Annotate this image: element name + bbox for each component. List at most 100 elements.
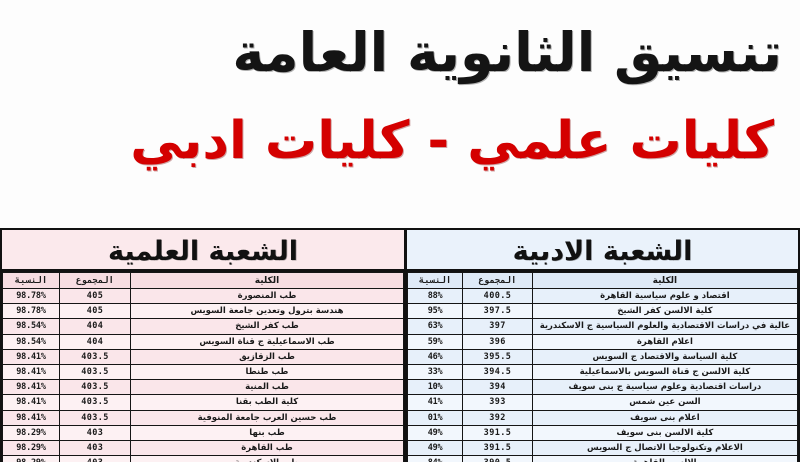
cell-total: 403.5 xyxy=(59,409,131,426)
cell-college: كلية الطب بقنا xyxy=(130,394,404,411)
cell-total: 394.5 xyxy=(462,363,533,381)
cell-percent: 98.78% xyxy=(2,287,60,305)
page-title: تنسيق الثانوية العامة xyxy=(232,21,783,84)
table-row: طب المنصورة 405 98.78% xyxy=(2,287,404,305)
table-row: دراسات اقتصادية وعلوم سياسية ج بنى سويف 3… xyxy=(407,379,798,396)
cell-total: 405 xyxy=(59,287,131,305)
cell-total: 405 xyxy=(59,303,131,320)
cell-college: كلية الالسن كفر الشيخ xyxy=(531,303,798,320)
literary-table: الكلية المجموع النسبة اقتصاد و علوم سياس… xyxy=(407,272,798,462)
cell-percent: 98.41% xyxy=(2,409,60,426)
cell-total: 396 xyxy=(462,333,533,350)
table-row: طب الاسماعيلية ج قناة السويس 404 98.54% xyxy=(2,333,404,350)
cell-percent: 84% xyxy=(407,455,464,462)
cell-total: 403.5 xyxy=(59,363,131,381)
cell-college: اقتصاد و علوم سياسية القاهرة xyxy=(531,287,798,305)
table-row: السن عين شمس 393 41% xyxy=(407,394,798,411)
cell-total: 392 xyxy=(462,409,533,426)
cell-percent: 33% xyxy=(407,363,464,381)
cell-total: 404 xyxy=(59,318,131,335)
table-row: طب طنطا 403.5 98.41% xyxy=(2,363,404,381)
cell-total: 390.5 xyxy=(462,455,533,462)
scientific-table-head: الكلية المجموع النسبة xyxy=(2,272,404,289)
cell-total: 397 xyxy=(462,318,533,335)
cell-percent: 49% xyxy=(407,439,464,457)
scientific-table-body: طب المنصورة 405 98.78% هندسة بترول وتعدين ج… xyxy=(2,287,404,462)
cell-total: 403.5 xyxy=(59,394,131,411)
table-row: الاعلام وتكنولوجيا الاتصال ج السويس 391.5… xyxy=(407,439,798,457)
cell-total: 395.5 xyxy=(462,348,533,365)
table-row: الالسن القاهرة390.584% xyxy=(407,455,798,462)
table-row: عالية في دراسات الاقتصادية والعلوم السيا… xyxy=(407,318,798,335)
table-row: كلية الالسن بنى سويف 391.5 49% xyxy=(407,424,798,441)
cell-college: طب القاهرة xyxy=(130,439,404,457)
results-sheet: الشعبة العلمية الكلية المجموع النسبة طب … xyxy=(0,228,800,462)
column-header-college: الكلية xyxy=(531,272,798,289)
cell-college: هندسة بترول وتعدين جامعة السويس xyxy=(130,303,404,320)
table-row: هندسة بترول وتعدين جامعة السويس 405 98.78% xyxy=(2,303,404,320)
cell-college: السن عين شمس xyxy=(531,394,798,411)
cell-total: 403 xyxy=(59,424,131,441)
cell-percent: 41% xyxy=(407,394,464,411)
cell-percent: 98.54% xyxy=(2,333,60,350)
cell-college: اعلام القاهرة xyxy=(531,333,798,350)
cell-percent: 46% xyxy=(407,348,464,365)
cell-total: 404 xyxy=(59,333,131,350)
scientific-table: الكلية المجموع النسبة طب المنصورة 405 98.7… xyxy=(2,272,404,462)
column-header-percent: النسبة xyxy=(407,272,464,289)
cell-percent: 98.41% xyxy=(2,394,60,411)
cell-college: طب الزقازيق xyxy=(130,348,404,365)
cell-percent: 98.41% xyxy=(2,379,60,396)
table-header-row: الكلية المجموع النسبة xyxy=(407,272,798,289)
cell-total: 400.5 xyxy=(462,287,533,305)
cell-percent: 98.41% xyxy=(2,363,60,381)
column-header-college: الكلية xyxy=(130,272,404,289)
literary-table-head: الكلية المجموع النسبة xyxy=(407,272,798,289)
cell-college: كلية الالسن ج قناة السويس بالاسماعيلية xyxy=(531,363,798,381)
cell-percent: 98.29% xyxy=(2,439,60,457)
cell-college: عالية في دراسات الاقتصادية والعلوم السيا… xyxy=(531,318,798,335)
cell-total: 397.5 xyxy=(462,303,533,320)
cell-college: طب كفر الشيخ xyxy=(130,318,404,335)
table-row: كلية الالسن كفر الشيخ 397.5 95% xyxy=(407,303,798,320)
cell-college: اعلام بنى سويف xyxy=(531,409,798,426)
cell-total: 391.5 xyxy=(462,439,533,457)
cell-college: طب طنطا xyxy=(130,363,404,381)
table-row: طب كفر الشيخ 404 98.54% xyxy=(2,318,404,335)
table-row: طب القاهرة 403 98.29% xyxy=(2,439,404,457)
cell-college: طب الاسماعيلية ج قناة السويس xyxy=(130,333,404,350)
cell-total: 391.5 xyxy=(462,424,533,441)
literary-table-body: اقتصاد و علوم سياسية القاهرة 400.5 88% كلية… xyxy=(407,287,798,462)
cell-college: كلية الالسن بنى سويف xyxy=(531,424,798,441)
cell-college: طب بنها xyxy=(130,424,404,441)
cell-percent: 88% xyxy=(407,287,464,305)
cell-college: طب حسين العرب جامعة المنوفية xyxy=(130,409,404,426)
cell-percent: 98.78% xyxy=(2,303,60,320)
cell-percent: 01% xyxy=(407,409,464,426)
cell-percent: 10% xyxy=(407,379,464,396)
cell-total: 403 xyxy=(59,455,131,462)
cell-college: طب المنية xyxy=(130,379,404,396)
cell-total: 403 xyxy=(59,439,131,457)
table-row: اقتصاد و علوم سياسية القاهرة 400.5 88% xyxy=(407,287,798,305)
table-row: كلية الطب بقنا 403.5 98.41% xyxy=(2,394,404,411)
cell-percent: 98.54% xyxy=(2,318,60,335)
cell-total: 393 xyxy=(462,394,533,411)
title-banner: تنسيق الثانوية العامة كليات علمي - كليات… xyxy=(0,0,800,228)
cell-percent: 49% xyxy=(407,424,464,441)
cell-college: الاعلام وتكنولوجيا الاتصال ج السويس xyxy=(531,439,798,457)
cell-percent: 98.41% xyxy=(2,348,60,365)
cell-percent: 63% xyxy=(407,318,464,335)
table-row: اعلام بنى سويف 392 01% xyxy=(407,409,798,426)
column-header-total: المجموع xyxy=(462,272,533,289)
literary-section-panel: الشعبة الادبية الكلية المجموع النسبة اقت… xyxy=(404,228,800,462)
scientific-section-panel: الشعبة العلمية الكلية المجموع النسبة طب … xyxy=(0,228,404,462)
table-header-row: الكلية المجموع النسبة xyxy=(2,272,404,289)
cell-college: طب الاسكندرية xyxy=(130,455,404,462)
cell-total: 403.5 xyxy=(59,348,131,365)
table-row: طب المنية 403.5 98.41% xyxy=(2,379,404,396)
table-row: كلية الالسن ج قناة السويس بالاسماعيلية 39… xyxy=(407,363,798,381)
cell-total: 394 xyxy=(462,379,533,396)
table-row: اعلام القاهرة 396 59% xyxy=(407,333,798,350)
cell-percent: 98.29% xyxy=(2,424,60,441)
